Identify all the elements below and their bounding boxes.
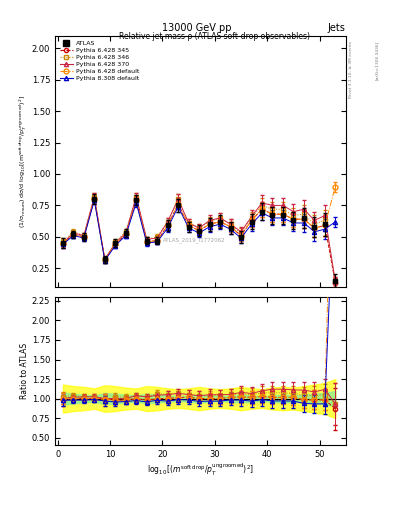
Text: 13000 GeV pp: 13000 GeV pp xyxy=(162,23,231,33)
Text: Rivet 3.1.10, ≥ 3M events: Rivet 3.1.10, ≥ 3M events xyxy=(349,41,353,98)
Y-axis label: (1/σ$_{\rm resum}$) dσ/d log$_{10}$[(m$^{\rm soft\,drop}$/p$_T^{\rm ungroomed})^: (1/σ$_{\rm resum}$) dσ/d log$_{10}$[(m$^… xyxy=(17,95,29,228)
X-axis label: $\log_{10}[(m^{\rm soft\,drop}/p_T^{\rm ungroomed})^2]$: $\log_{10}[(m^{\rm soft\,drop}/p_T^{\rm … xyxy=(147,462,254,478)
Legend: ATLAS, Pythia 6.428 345, Pythia 6.428 346, Pythia 6.428 370, Pythia 6.428 defaul: ATLAS, Pythia 6.428 345, Pythia 6.428 34… xyxy=(58,39,141,83)
Y-axis label: Ratio to ATLAS: Ratio to ATLAS xyxy=(20,343,29,399)
Text: [arXiv:1306.3436]: [arXiv:1306.3436] xyxy=(375,41,379,80)
Text: Jets: Jets xyxy=(328,23,346,33)
Text: ATLAS_2019_I1772062: ATLAS_2019_I1772062 xyxy=(163,238,226,244)
Title: Relative jet mass ρ (ATLAS soft-drop observables): Relative jet mass ρ (ATLAS soft-drop obs… xyxy=(119,32,310,41)
